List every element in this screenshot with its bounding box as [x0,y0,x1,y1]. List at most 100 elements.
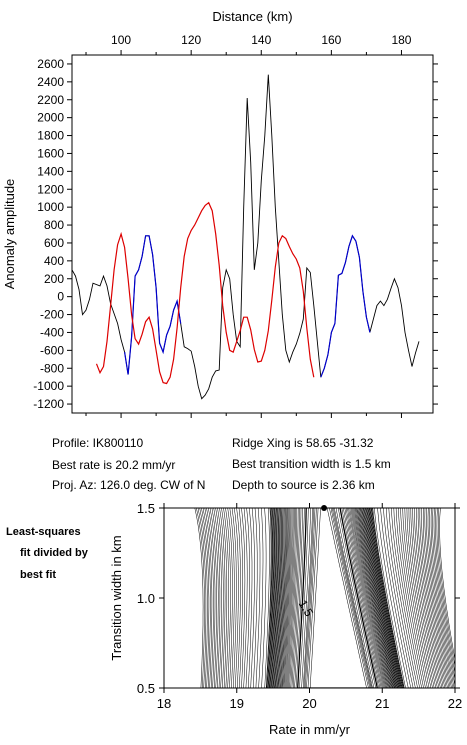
ridge-xing-text: Ridge Xing is 58.65 -31.32 [232,436,374,450]
top-y-tick-label: 400 [44,254,64,268]
contour-line [206,508,452,688]
contour-line [202,508,455,688]
contour-line [276,508,396,688]
contour-line [272,508,399,688]
info-block: Profile: IK800110 Best rate is 20.2 mm/y… [52,436,391,492]
contour-line [250,508,418,688]
observed-anomaly-line [71,74,420,400]
top-x-axis-label: Distance (km) [212,9,292,24]
top-y-tick-label: 1400 [37,164,64,178]
contour-line [277,508,395,688]
top-y-tick-label: 1800 [37,129,64,143]
model-anomaly-line [95,201,315,385]
contour-line [279,508,393,688]
contour-line [270,508,402,688]
contour-line [201,508,455,688]
top-y-tick-label: 2000 [37,111,64,125]
contour-line [278,508,394,688]
contour-line [252,508,416,688]
top-x-tick-label: 100 [111,33,131,47]
contour-line [297,508,378,688]
contour-line [271,508,400,688]
contour-line [217,508,444,688]
top-y-tick-label: -600 [40,343,64,357]
top-y-tick-label: -200 [40,308,64,322]
contour-line [281,508,392,688]
side-label-line-3: best fit [20,569,56,581]
contour-line [196,508,455,688]
top-y-tick-label: 800 [44,218,64,232]
fit-window-line [320,234,371,378]
best-rate-text: Best rate is 20.2 mm/yr [52,458,175,472]
contour-line [295,508,379,688]
contour-line [266,508,405,688]
contour-line [307,508,369,688]
contour-line [225,508,438,688]
contour-line [309,508,367,688]
contour-line [303,508,373,688]
contour-line [267,508,404,688]
contour-line [288,508,386,688]
bottom-x-tick-label: 18 [157,696,171,711]
contour-line [194,508,455,688]
contour-line [270,508,401,688]
contour-line [289,508,385,688]
best-width-text: Best transition width is 1.5 km [232,457,391,471]
contour-line [267,508,404,688]
contour-line [204,508,454,688]
contour-line [305,508,372,688]
contour-line [273,508,399,688]
top-x-tick-label: 180 [391,33,411,47]
bottom-y-tick-label: 0.5 [137,681,155,696]
contour-line [241,508,426,688]
contour-line [227,508,437,688]
contour-line [221,508,441,688]
contour-line [273,508,398,688]
top-y-tick-label: 1600 [37,146,64,160]
top-plot-frame [71,54,434,414]
contour-line [213,508,447,688]
top-x-ticks: 100 120 140 160 180 [85,33,412,418]
bottom-x-tick-label: 21 [375,696,389,711]
top-x-tick-label: 140 [251,33,271,47]
bottom-y-tick-label: 1.5 [137,501,155,516]
side-label-line-2: fit divided by [20,547,89,559]
contour-line [303,508,372,688]
contour-line [268,508,403,688]
top-y-tick-label: -1000 [33,379,64,393]
bottom-x-ticks: 18 19 20 21 22 [157,503,462,711]
contour-line [280,508,392,688]
contour-line [238,508,428,688]
contour-line [274,508,398,688]
top-y-tick-label: 1000 [37,200,64,214]
profile-text: Profile: IK800110 [52,436,143,450]
misfit-contour-chart: 18 19 20 21 22 1.5 1.0 0.5 1.5 Rate in mm/yr T… [6,501,462,737]
contour-line [261,508,409,688]
top-y-tick-label: 200 [44,272,64,286]
top-y-axis-label: Anomaly amplitude [2,179,17,290]
contour-line [284,508,389,688]
contour-line [197,508,455,688]
contour-line [282,508,391,688]
contour-line [285,508,389,688]
contour-line [286,508,388,688]
contour-line [223,508,440,688]
bottom-x-tick-label: 20 [302,696,316,711]
contour-line [245,508,422,688]
contour-line [306,508,371,688]
best-fit-marker [321,505,328,511]
contour-line [234,508,432,688]
contour-line [211,508,448,688]
top-y-tick-label: 2400 [37,75,64,89]
contour-line [255,508,414,688]
top-y-ticks: 2600240022002000180016001400120010008006… [33,57,438,411]
contour-line [276,508,396,688]
contour-line [219,508,443,688]
top-y-tick-label: -400 [40,325,64,339]
contour-line [231,508,433,688]
contour-line [268,508,403,688]
contour-line [269,508,402,688]
contour-line [209,508,450,688]
bottom-x-tick-label: 19 [230,696,244,711]
